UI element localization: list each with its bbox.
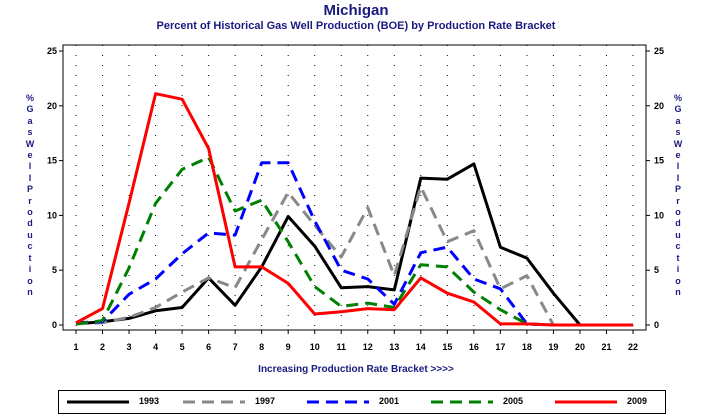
legend-label: 2001 [379, 396, 400, 406]
y-tick-label-left: 10 [47, 210, 57, 220]
y-tick-label-right: 5 [654, 265, 659, 275]
legend-label: 1993 [139, 396, 160, 406]
x-tick-label: 2 [100, 342, 105, 352]
x-tick-label: 21 [601, 342, 611, 352]
legend-label: 2005 [503, 396, 524, 406]
y-tick-label-right: 25 [654, 46, 664, 56]
y-tick-label-left: 15 [47, 156, 57, 166]
x-tick-label: 3 [127, 342, 132, 352]
legend-label: 2009 [627, 396, 648, 406]
x-tick-label: 13 [389, 342, 399, 352]
legend-item-2001: 2001 [307, 391, 417, 413]
x-tick-label: 8 [259, 342, 264, 352]
legend-item-1993: 1993 [67, 391, 177, 413]
x-tick-label: 12 [363, 342, 373, 352]
series-line-2009 [75, 92, 633, 327]
y-tick-label-left: 25 [47, 46, 57, 56]
x-tick-label: 19 [548, 342, 558, 352]
y-tick-label-left: 0 [52, 320, 57, 330]
x-tick-label: 7 [233, 342, 238, 352]
x-tick-label: 10 [310, 342, 320, 352]
plot-frame [62, 44, 647, 331]
y-axis-label-left: % G a s W e l l P r o d u c t i o n [25, 93, 35, 297]
legend-item-2005: 2005 [431, 391, 541, 413]
x-tick-label: 5 [180, 342, 185, 352]
y-tick-label-right: 20 [654, 101, 664, 111]
x-tick-label: 6 [206, 342, 211, 352]
series-line-1997 [75, 185, 633, 327]
chart-subtitle: Percent of Historical Gas Well Productio… [156, 20, 556, 32]
y-axis-label-right: % G a s W e l l P r o d u c t i o n [673, 93, 683, 297]
x-tick-label: 22 [628, 342, 638, 352]
legend-swatch [67, 400, 129, 404]
legend: 1993 1997 2001 2005 2009 [58, 390, 666, 414]
legend-swatch [183, 400, 245, 404]
x-tick-label: 1 [73, 342, 78, 352]
y-tick-label-left: 5 [52, 265, 57, 275]
x-tick-label: 9 [286, 342, 291, 352]
x-tick-label: 18 [522, 342, 532, 352]
y-tick-label-right: 0 [654, 320, 659, 330]
series-line-1993 [75, 162, 633, 327]
series-line-2001 [75, 161, 633, 327]
series-line-2005 [75, 155, 633, 327]
y-tick-label-right: 15 [654, 156, 664, 166]
legend-swatch [555, 400, 617, 404]
x-tick-label: 11 [336, 342, 346, 352]
legend-item-1997: 1997 [183, 391, 293, 413]
y-tick-label-right: 10 [654, 210, 664, 220]
x-axis-label: Increasing Production Rate Bracket >>>> [258, 364, 454, 375]
chart-title: Michigan [323, 2, 389, 19]
legend-swatch [431, 400, 493, 404]
y-tick-label-left: 20 [47, 101, 57, 111]
x-tick-label: 15 [442, 342, 452, 352]
legend-swatch [307, 400, 369, 404]
x-tick-label: 4 [153, 342, 158, 352]
x-tick-label: 20 [575, 342, 585, 352]
x-tick-label: 16 [469, 342, 479, 352]
legend-label: 1997 [255, 396, 276, 406]
legend-item-2009: 2009 [555, 391, 665, 413]
x-tick-label: 14 [416, 342, 426, 352]
x-tick-label: 17 [495, 342, 505, 352]
